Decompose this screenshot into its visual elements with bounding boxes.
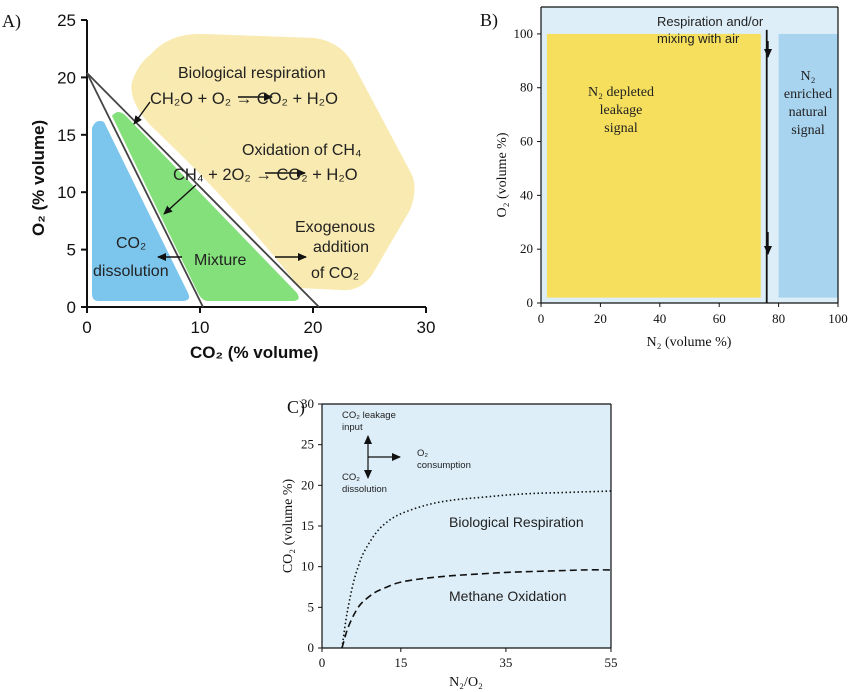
c-xtick-label: 0 [319, 655, 326, 670]
inset-right-1: O₂ [417, 448, 428, 459]
panel-a: A) 0 10 20 30 0 5 10 15 20 25 Biological respirat… [2, 11, 435, 362]
b-ytick-label: 0 [527, 295, 534, 310]
enriched-label-1: N₂ [801, 69, 816, 84]
c-ytick-label: 15 [301, 518, 314, 533]
panel-b-ticks: 0 20 40 60 80 100 0 20 40 60 80 100 [514, 26, 848, 326]
a-ytick-label: 25 [57, 11, 76, 30]
b-ytick-label: 100 [514, 26, 534, 41]
c-ytick-label: 10 [301, 559, 314, 574]
inset-right-2: consumption [417, 460, 471, 471]
arrow-oxidation [163, 184, 197, 215]
inset-up-1: CO₂ leakage [342, 410, 396, 421]
c-xtick-label: 55 [605, 655, 618, 670]
enriched-region [778, 33, 838, 298]
b-xtick-label: 20 [594, 311, 607, 326]
b-xtick-label: 40 [653, 311, 666, 326]
c-ytick-label: 20 [301, 477, 314, 492]
inset-up-2: input [342, 422, 363, 433]
panel-b-ylabel: O₂ (volume %) [495, 132, 510, 217]
panel-b-label: B) [480, 10, 498, 31]
panel-c-background [322, 404, 611, 648]
exogenous-label-1: Exogenous [295, 219, 375, 236]
panel-a-ylabel: O₂ (% volume) [29, 120, 48, 236]
respiration-region [150, 33, 415, 291]
c-xtick-label: 35 [499, 655, 512, 670]
c-ytick-label: 30 [301, 396, 314, 411]
a-ytick-label: 10 [57, 183, 76, 202]
panel-b: B) 0 20 40 60 80 100 0 20 40 60 80 100 Respiration … [480, 6, 848, 350]
c-ytick-label: 25 [301, 437, 314, 452]
inset-down-1: CO₂ [342, 472, 360, 483]
series-methane-oxidation [341, 569, 612, 649]
c-xtick-label: 15 [394, 655, 407, 670]
arrow-respiration [133, 101, 151, 125]
b-xtick-label: 80 [772, 311, 785, 326]
a-xtick-label: 10 [191, 318, 210, 337]
b-xtick-label: 100 [828, 311, 848, 326]
enriched-label-4: signal [791, 123, 825, 138]
b-xtick-label: 60 [713, 311, 726, 326]
panel-a-ticks: 0 10 20 30 0 5 10 15 20 25 [57, 11, 435, 337]
panel-c-label: C) [287, 397, 305, 418]
panel-a-label: A) [2, 11, 21, 32]
annotation-line-2: mixing with air [657, 31, 740, 46]
annotation-line-1: Respiration and/or [657, 14, 764, 29]
panel-c-ylabel: CO₂ (volume %) [281, 479, 296, 574]
panel-a-xlabel: CO₂ (% volume) [190, 343, 318, 362]
panel-c: C) 0 15 35 55 0 5 10 15 20 25 30 Biological Respir… [281, 396, 618, 690]
dissolution-label-1: CO₂ [116, 235, 146, 252]
respiration-region-left [131, 55, 300, 288]
exogenous-label-2: addition [313, 239, 369, 256]
b-ytick-label: 60 [520, 134, 533, 149]
c-ytick-label: 5 [308, 599, 315, 614]
a-ytick-label: 0 [67, 298, 76, 317]
b-ytick-label: 20 [520, 241, 533, 256]
panel-c-ticks: 0 15 35 55 0 5 10 15 20 25 30 [301, 396, 618, 670]
a-xtick-label: 20 [304, 318, 323, 337]
respiration-equation: CH₂O + O₂ → CO₂ + H₂O [150, 90, 338, 108]
b-xtick-label: 0 [538, 311, 545, 326]
series-biological-respiration [341, 490, 612, 649]
series-label-methane: Methane Oxidation [449, 588, 567, 604]
exogenous-label-3: of CO₂ [311, 265, 359, 282]
panel-b-axes [540, 6, 839, 304]
panel-a-axes [86, 20, 426, 308]
b-ytick-label: 40 [520, 187, 533, 202]
a-ytick-label: 15 [57, 126, 76, 145]
c-ytick-label: 0 [308, 640, 315, 655]
depleted-label-3: signal [604, 121, 638, 136]
a-ytick-label: 5 [67, 241, 76, 260]
panel-b-xlabel: N₂ (volume %) [647, 335, 732, 350]
oxidation-equation: CH₄ + 2O₂ → CO₂ + H₂O [173, 166, 358, 184]
depleted-label-1: N₂ depleted [588, 85, 654, 100]
mixture-label: Mixture [194, 252, 247, 269]
inset-down-2: dissolution [342, 484, 387, 495]
boundary-line-inner [86, 72, 204, 308]
a-ytick-label: 20 [57, 68, 76, 87]
series-label-respiration: Biological Respiration [449, 514, 584, 530]
depleted-label-2: leakage [600, 103, 643, 118]
boundary-line-outer [86, 72, 320, 308]
mixture-region [112, 112, 299, 301]
panel-c-xlabel: N₂/O₂ [449, 675, 483, 690]
a-xtick-label: 0 [82, 318, 91, 337]
a-xtick-label: 30 [417, 318, 436, 337]
enriched-label-2: enriched [784, 87, 832, 102]
depleted-region [546, 33, 761, 298]
respiration-label: Biological respiration [178, 65, 326, 82]
oxidation-label: Oxidation of CH₄ [242, 142, 361, 159]
enriched-label-3: natural [789, 105, 828, 120]
dissolution-label-2: dissolution [93, 263, 169, 280]
b-ytick-label: 80 [520, 80, 533, 95]
